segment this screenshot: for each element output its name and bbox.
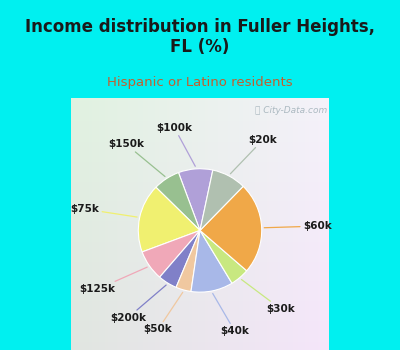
Text: $125k: $125k — [80, 267, 147, 294]
Wedge shape — [156, 173, 200, 230]
Text: Income distribution in Fuller Heights,
FL (%): Income distribution in Fuller Heights, F… — [25, 18, 375, 56]
Wedge shape — [200, 186, 262, 271]
Text: $40k: $40k — [213, 293, 249, 336]
Text: $20k: $20k — [230, 135, 277, 174]
Wedge shape — [176, 230, 200, 292]
Wedge shape — [178, 169, 213, 230]
Wedge shape — [138, 187, 200, 252]
Text: $100k: $100k — [156, 123, 195, 166]
Text: ⓘ City-Data.com: ⓘ City-Data.com — [255, 106, 327, 114]
Wedge shape — [142, 230, 200, 277]
Text: $60k: $60k — [264, 221, 332, 231]
Text: $150k: $150k — [108, 139, 165, 176]
Wedge shape — [200, 170, 243, 230]
Wedge shape — [160, 230, 200, 287]
Text: Hispanic or Latino residents: Hispanic or Latino residents — [107, 76, 293, 90]
Wedge shape — [200, 230, 247, 283]
Text: $200k: $200k — [110, 285, 166, 323]
Text: $30k: $30k — [242, 280, 295, 314]
Wedge shape — [191, 230, 232, 292]
Text: $50k: $50k — [144, 292, 183, 335]
Text: $75k: $75k — [70, 204, 137, 217]
